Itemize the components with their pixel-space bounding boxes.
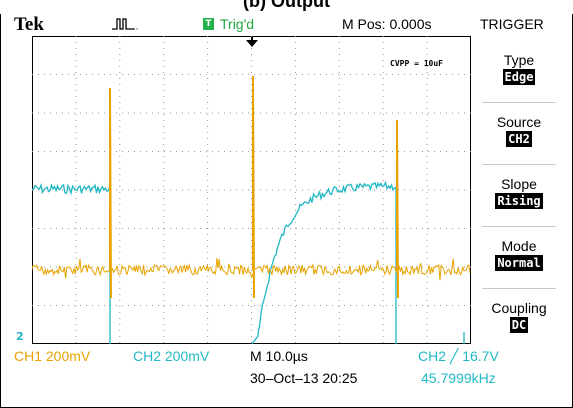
ch2-scale: CH2 200mV [133,348,210,364]
trigger-position-marker [246,40,258,47]
menu-item-source-value: CH2 [506,131,532,147]
status-bar: Tek T Trig'd M Pos: 0.000s TRIGGER [10,14,565,36]
menu-item-source-label: Source [496,114,542,130]
menu-separator [482,102,556,103]
ch1-spike [396,119,399,299]
menu-separator [482,164,556,165]
menu-item-mode-label: Mode [501,238,537,254]
menu-item-coupling-value: DC [509,317,529,333]
trigger-readout: CH2 ╱ 16.7V [418,348,499,364]
menu-item-source[interactable]: Source CH2 [474,114,564,147]
menu-title: TRIGGER [480,16,544,32]
ch1-baseline [32,258,471,281]
menu-item-slope-label: Slope [501,176,537,192]
ch1-scale: CH1 200mV [14,348,91,364]
menu-separator [482,226,556,227]
figure-caption-strip: (b) Output [0,0,573,14]
menu-item-type-value: Edge [502,69,536,85]
menu-item-slope[interactable]: Slope Rising [474,176,564,209]
menu-item-type-label: Type [503,52,535,68]
ch2-segment [251,180,397,344]
menu-item-slope-value: Rising [495,193,543,209]
menu-separator [482,288,556,289]
menu-item-coupling-label: Coupling [491,300,547,316]
ch2-trace [32,180,465,344]
brand-logo: Tek [14,14,44,35]
ch2-segment [32,182,111,344]
menu-item-mode[interactable]: Mode Normal [474,238,564,271]
trigger-menu: Type Edge Source CH2 Slope Rising Mode N… [474,36,564,344]
waveform-display: CVPP = 10uF [32,36,471,344]
menu-item-type[interactable]: Type Edge [474,52,564,85]
ch1-spike [109,87,112,299]
timebase: M 10.0µs [250,348,308,364]
figure-caption: (b) Output [243,0,330,11]
menu-item-mode-value: Normal [495,255,543,271]
ch1-trace [32,75,471,299]
ch1-spike [252,75,255,299]
menu-item-coupling[interactable]: Coupling DC [474,300,564,333]
horizontal-position: M Pos: 0.000s [342,16,432,32]
ch2-ground-marker: 2 [16,330,24,343]
date-time: 30–Oct–13 20:25 [250,370,358,386]
annotation-label: CVPP = 10uF [390,59,443,68]
trigger-status: Trig'd [220,16,255,32]
trigger-status-icon: T [203,18,214,30]
readout-bar: CH1 200mV CH2 200mV M 10.0µs CH2 ╱ 16.7V… [0,344,573,394]
trigger-frequency: 45.7999kHz [421,370,496,386]
acquisition-pulse-icon [112,18,138,30]
